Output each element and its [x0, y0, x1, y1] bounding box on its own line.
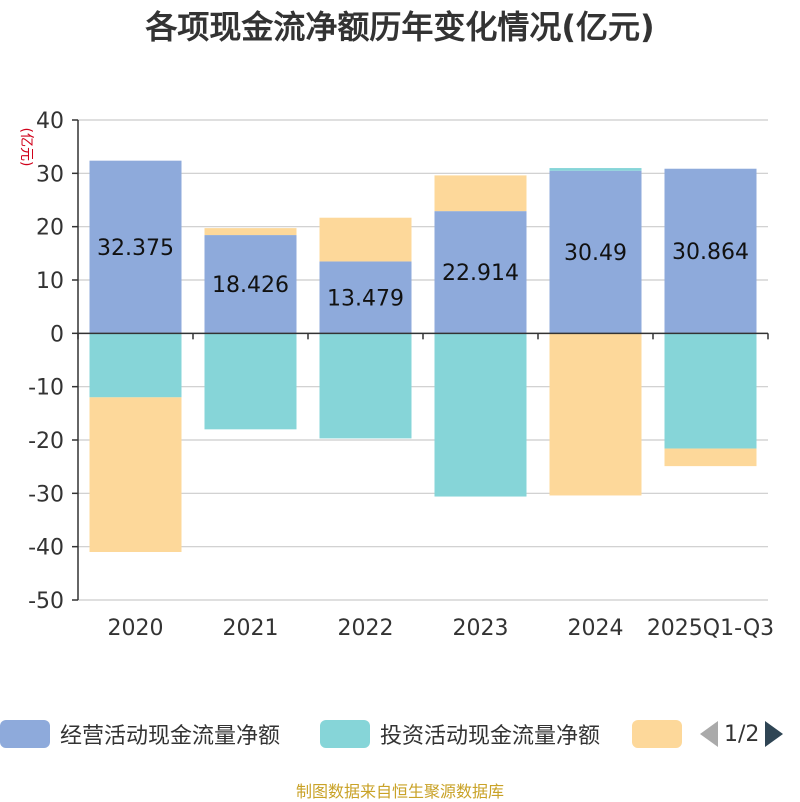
y-tick-labels: 40 30 20 10 0 -10 -20 -30 -40 -50 — [28, 109, 64, 614]
bars — [89, 160, 757, 552]
y-axis-label: (亿元) — [18, 128, 34, 167]
source-note: 制图数据来自恒生聚源数据库 — [295, 782, 504, 801]
legend-item-financing[interactable] — [632, 716, 692, 752]
y-tick-label: -20 — [28, 429, 64, 454]
data-label: 18.426 — [212, 273, 289, 298]
bar-series-0[interactable] — [664, 168, 757, 334]
y-tick-label: -40 — [28, 536, 64, 561]
bar-series-1[interactable] — [549, 168, 642, 171]
bar-series-1[interactable] — [664, 333, 757, 449]
bar-series-2[interactable] — [204, 228, 297, 236]
y-tick-label: 10 — [36, 269, 64, 294]
x-tick-label: 2020 — [108, 616, 164, 641]
legend-item-operating[interactable]: 经营活动现金流量净额 — [0, 716, 280, 752]
data-label: 22.914 — [442, 261, 519, 286]
legend-item-investing[interactable]: 投资活动现金流量净额 — [320, 716, 600, 752]
data-label: 30.49 — [564, 241, 627, 266]
legend-label-operating: 经营活动现金流量净额 — [60, 724, 281, 749]
y-tick-label: 30 — [36, 162, 64, 187]
bar-series-0[interactable] — [319, 261, 412, 334]
bar-series-0[interactable] — [434, 211, 527, 334]
legend-swatch-investing — [320, 720, 370, 748]
axes — [72, 119, 769, 601]
bar-series-1[interactable] — [89, 333, 182, 398]
bar-series-1[interactable] — [204, 333, 297, 430]
next-page-icon[interactable] — [765, 721, 784, 747]
bar-series-2[interactable] — [664, 448, 757, 467]
legend-label-investing: 投资活动现金流量净额 — [380, 724, 601, 749]
bar-series-1[interactable] — [319, 333, 412, 439]
x-tick-label: 2023 — [453, 616, 509, 641]
legend-swatch-operating — [0, 720, 50, 748]
bar-series-2[interactable] — [319, 217, 412, 262]
x-tick-label: 2025Q1-Q3 — [647, 616, 774, 641]
bar-series-2[interactable] — [549, 333, 642, 496]
y-tick-label: -50 — [28, 589, 64, 614]
bar-series-0[interactable] — [89, 160, 182, 334]
legend-swatch-financing — [632, 720, 682, 748]
prev-page-icon[interactable] — [700, 721, 718, 747]
data-label: 32.375 — [97, 236, 174, 261]
bar-series-0[interactable] — [549, 170, 642, 334]
bar-series-0[interactable] — [204, 235, 297, 334]
chart-title: 各项现金流净额历年变化情况(亿元) — [145, 8, 654, 46]
y-tick-label: -10 — [28, 376, 64, 401]
data-label: 13.479 — [327, 286, 404, 311]
y-tick-label: -30 — [28, 482, 64, 507]
legend-pager: 1/2 — [700, 716, 784, 752]
data-labels: 32.375 18.426 13.479 22.914 30.49 30.864 — [97, 236, 749, 311]
legend: 经营活动现金流量净额 投资活动现金流量净额 1/2 — [0, 716, 800, 756]
x-tick-label: 2022 — [338, 616, 394, 641]
bar-series-2[interactable] — [434, 175, 527, 212]
y-tick-label: 0 — [50, 322, 64, 347]
y-tick-label: 40 — [36, 109, 64, 134]
y-tick-label: 20 — [36, 216, 64, 241]
bar-series-1[interactable] — [434, 333, 527, 497]
x-tick-labels: 2020 2021 2022 2023 2024 2025Q1-Q3 — [108, 616, 775, 641]
x-tick-label: 2024 — [568, 616, 624, 641]
bar-series-2[interactable] — [89, 397, 182, 552]
x-tick-label: 2021 — [223, 616, 279, 641]
legend-page-indicator: 1/2 — [724, 721, 760, 747]
data-label: 30.864 — [672, 240, 749, 265]
